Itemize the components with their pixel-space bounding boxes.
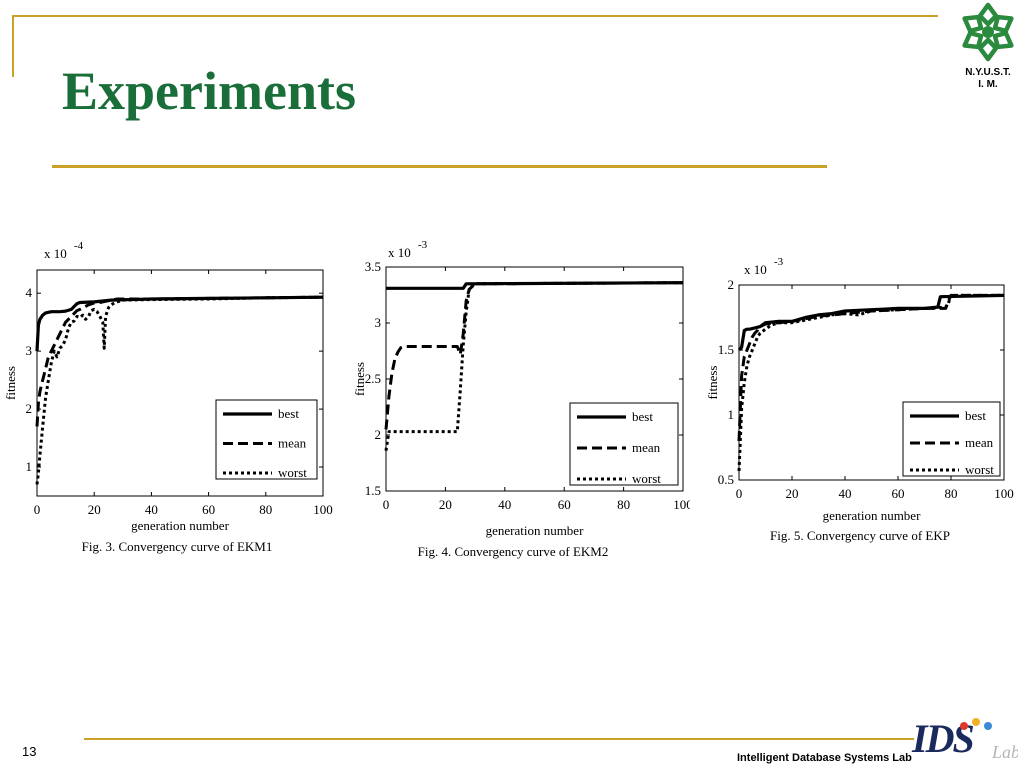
y-tick-label: 2	[728, 277, 735, 292]
legend-label-best: best	[632, 409, 653, 424]
chart-ekm1: 0 20 40 60 80 100 1 2 3 4 x 10 -4 generation number f…	[3, 240, 333, 554]
y-tick-label: 1	[728, 407, 735, 422]
legend-label-worst: worst	[965, 462, 994, 477]
axis-multiplier: x 10	[388, 245, 411, 260]
y-tick-label: 3.5	[365, 259, 381, 274]
legend-label-mean: mean	[278, 436, 307, 451]
legend-label-best: best	[278, 406, 299, 421]
x-tick-label: 0	[383, 497, 390, 512]
x-axis-label: generation number	[131, 518, 229, 533]
x-axis-label: generation number	[486, 523, 584, 538]
series-line-mean	[384, 281, 684, 430]
x-tick-label: 20	[439, 497, 452, 512]
series-line-best	[386, 281, 684, 290]
axis-multiplier: x 10	[44, 246, 67, 261]
x-tick-label: 80	[617, 497, 630, 512]
figure-caption: Fig. 4. Convergency curve of EKM2	[418, 544, 609, 559]
emblem-petal	[962, 14, 984, 34]
x-tick-label: 40	[839, 486, 852, 501]
emblem-petal	[977, 2, 999, 27]
emblem-petal	[992, 14, 1014, 34]
footer-rule	[84, 738, 914, 740]
y-tick-label: 2	[26, 401, 33, 416]
x-tick-label: 0	[34, 502, 41, 517]
y-axis-label: fitness	[705, 366, 720, 400]
legend-label-best: best	[965, 408, 986, 423]
nyust-emblem-icon	[962, 2, 1014, 62]
left-rule	[12, 15, 14, 77]
slide-title: Experiments	[62, 61, 356, 121]
x-tick-label: 40	[498, 497, 511, 512]
x-tick-label: 20	[786, 486, 799, 501]
axis-exponent: -3	[418, 239, 428, 251]
emblem-petal	[992, 30, 1014, 50]
x-tick-label: 40	[145, 502, 158, 517]
x-tick-label: 0	[736, 486, 743, 501]
y-tick-label: 1.5	[365, 483, 381, 498]
y-tick-label: 2	[375, 427, 382, 442]
x-tick-label: 60	[892, 486, 905, 501]
x-tick-label: 20	[88, 502, 101, 517]
series-line-best	[35, 295, 324, 352]
legend-box	[569, 402, 679, 486]
emblem-petal	[977, 37, 999, 62]
figure-caption: Fig. 3. Convergency curve of EKM1	[82, 539, 273, 554]
chart-ekm2: 0 20 40 60 80 100 1.5 2 2.5 3 3.5 x 10 -3 generation …	[352, 239, 690, 559]
chart-ekp: 0 20 40 60 80 100 0.5 1 1.5 2 x 10 -3 generation num…	[705, 256, 1014, 543]
axis-exponent: -3	[774, 256, 784, 268]
x-axis-label: generation number	[823, 508, 921, 523]
x-tick-label: 60	[558, 497, 571, 512]
y-axis-label: fitness	[3, 366, 18, 400]
figure-caption: Fig. 5. Convergency curve of EKP	[770, 528, 950, 543]
y-tick-label: 3	[26, 343, 33, 358]
footer-lab-name: Intelligent Database Systems Lab	[737, 752, 912, 764]
x-tick-label: 100	[673, 497, 690, 512]
legend-label-worst: worst	[632, 471, 661, 486]
svg-text:Lab: Lab	[991, 742, 1018, 762]
y-tick-label: 0.5	[718, 472, 734, 487]
logo-text-line2: I. M.	[978, 79, 998, 90]
y-tick-label: 4	[26, 285, 33, 300]
top-rule	[12, 15, 938, 17]
legend-label-mean: mean	[632, 440, 661, 455]
nyust-logo: N.Y.U.S.T. I. M.	[952, 2, 1024, 94]
y-tick-label: 1.5	[718, 342, 734, 357]
x-tick-label: 100	[313, 502, 333, 517]
axis-exponent: -4	[74, 240, 84, 252]
legend-label-mean: mean	[965, 435, 994, 450]
x-tick-label: 80	[945, 486, 958, 501]
legend-box	[902, 401, 1001, 477]
legend-label-worst: worst	[278, 465, 307, 480]
series-line-worst	[35, 295, 324, 485]
y-tick-label: 1	[26, 459, 33, 474]
axis-multiplier: x 10	[744, 262, 767, 277]
x-tick-label: 80	[259, 502, 272, 517]
series-line-best	[737, 293, 1005, 352]
page-number: 13	[22, 744, 37, 759]
ids-lab-logo: IDS Lab	[911, 716, 1018, 762]
x-tick-label: 100	[994, 486, 1014, 501]
y-tick-label: 3	[375, 315, 382, 330]
logo-text-line1: N.Y.U.S.T.	[965, 67, 1011, 78]
title-underline	[52, 165, 827, 168]
x-tick-label: 60	[202, 502, 215, 517]
y-tick-label: 2.5	[365, 371, 381, 386]
y-axis-label: fitness	[352, 362, 367, 396]
emblem-petal	[962, 30, 984, 50]
